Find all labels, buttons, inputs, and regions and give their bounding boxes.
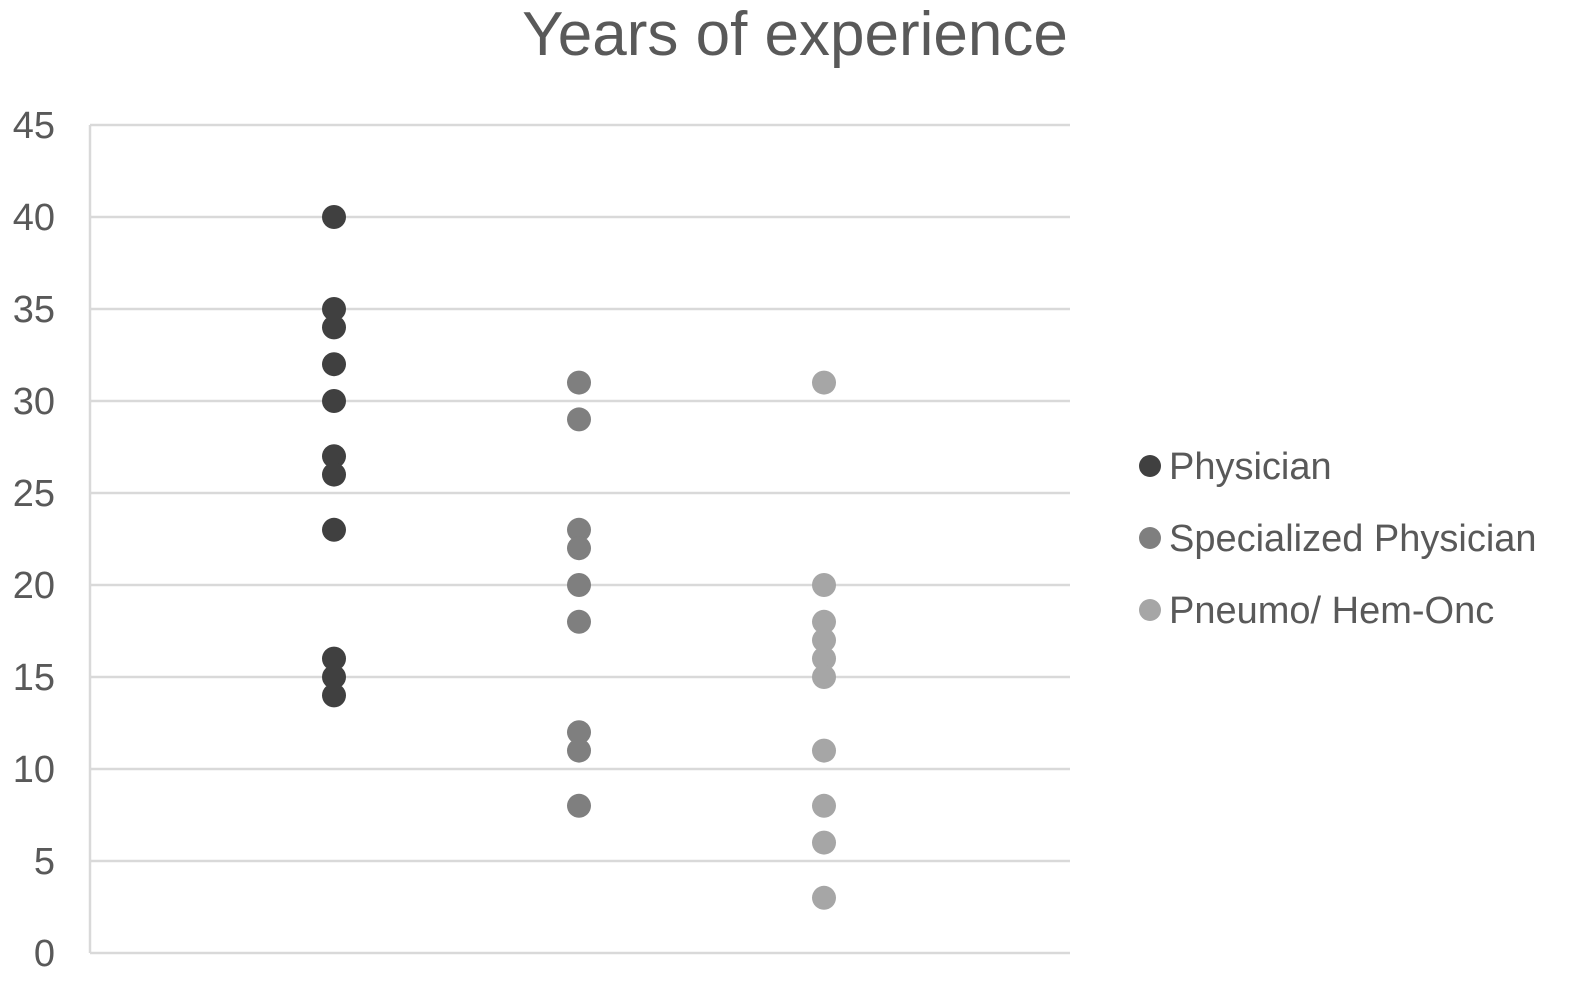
y-tick-label: 15 [13, 657, 55, 699]
legend-item: Specialized Physician [1139, 518, 1537, 560]
data-point [567, 536, 591, 561]
data-point [812, 628, 836, 653]
data-point [322, 205, 346, 229]
data-point [567, 573, 591, 597]
gridlines [90, 123, 1070, 863]
legend-label: Specialized Physician [1169, 518, 1537, 560]
chart-title: Years of experience [522, 0, 1068, 69]
data-point [322, 444, 346, 469]
data-point [812, 885, 836, 910]
data-point [567, 609, 591, 634]
data-point [567, 517, 591, 542]
legend: Physician Specialized Physician Pneumo/ He… [1139, 446, 1537, 632]
legend-marker [1139, 455, 1161, 477]
series-2 [812, 370, 836, 910]
y-axis-ticks: 0 5 10 15 20 25 30 35 40 45 [13, 105, 55, 975]
data-point [567, 407, 591, 432]
data-point [322, 665, 346, 689]
y-tick-label: 5 [34, 841, 55, 883]
y-tick-label: 35 [13, 289, 55, 331]
data-point [567, 370, 591, 395]
data-point [322, 646, 346, 671]
legend-label: Pneumo/ Hem-Onc [1169, 590, 1494, 632]
y-tick-label: 45 [13, 105, 55, 147]
y-tick-label: 30 [13, 381, 55, 423]
data-point [812, 609, 836, 634]
data-point [567, 738, 591, 763]
data-point [812, 793, 836, 818]
axes [88, 125, 1070, 955]
data-point [322, 352, 346, 377]
data-point [322, 389, 346, 413]
y-tick-label: 40 [13, 197, 55, 239]
y-tick-label: 10 [13, 749, 55, 791]
data-point [322, 517, 346, 542]
legend-marker [1139, 599, 1161, 621]
data-point [322, 315, 346, 340]
data-point [322, 297, 346, 321]
data-point [812, 370, 836, 395]
data-point [567, 793, 591, 818]
series-0 [322, 205, 346, 708]
data-point [812, 646, 836, 671]
y-tick-label: 25 [13, 473, 55, 515]
data-point [812, 738, 836, 763]
data-point [322, 683, 346, 708]
data-point [812, 830, 836, 855]
data-point [322, 462, 346, 487]
data-point [567, 720, 591, 745]
data-point [812, 665, 836, 689]
legend-item: Physician [1139, 446, 1332, 488]
data-point [812, 573, 836, 597]
legend-label: Physician [1169, 446, 1332, 488]
series-1 [567, 370, 591, 818]
y-tick-label: 0 [34, 933, 55, 975]
y-tick-label: 20 [13, 565, 55, 607]
legend-marker [1139, 527, 1161, 549]
legend-item: Pneumo/ Hem-Onc [1139, 590, 1494, 632]
data-points [322, 205, 836, 910]
